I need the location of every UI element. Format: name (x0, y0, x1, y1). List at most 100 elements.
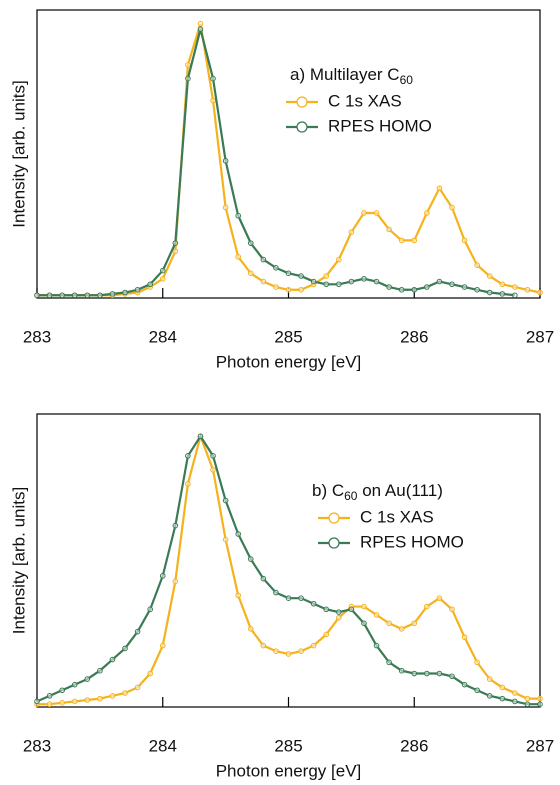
data-point (486, 289, 493, 296)
x-tick-label: 283 (23, 327, 51, 346)
data-point (373, 642, 380, 649)
data-point (97, 667, 103, 674)
data-point (235, 212, 241, 219)
data-point (46, 693, 53, 699)
legend-marker (296, 121, 308, 133)
data-point (499, 695, 506, 702)
data-point (436, 595, 443, 601)
data-point (260, 278, 267, 285)
x-tick-label: 286 (400, 736, 428, 755)
annotation-part: a) Multilayer C (290, 65, 400, 84)
legend-label: RPES HOMO (328, 116, 432, 135)
y-axis-label: Intensity [arb. units] (9, 80, 28, 227)
data-point (486, 273, 493, 279)
annotation: b) C60 on Au(111) (312, 481, 443, 503)
data-point (524, 286, 531, 293)
data-point (411, 620, 418, 627)
data-point (411, 286, 418, 293)
data-point (210, 97, 216, 104)
data-point (537, 695, 543, 702)
legend-label: RPES HOMO (360, 532, 464, 551)
data-point (235, 531, 241, 537)
data-point (59, 687, 65, 694)
data-point (474, 659, 480, 666)
data-point (222, 497, 229, 504)
data-point (499, 281, 506, 288)
data-point (424, 210, 430, 216)
data-point (323, 281, 330, 288)
data-point (411, 237, 418, 244)
data-point (159, 573, 166, 579)
data-point (172, 240, 179, 246)
data-point (84, 697, 91, 703)
data-point (361, 603, 367, 610)
data-point (436, 670, 443, 677)
legend-marker (328, 512, 340, 524)
data-point (537, 289, 543, 296)
data-point (285, 286, 292, 293)
x-tick-label: 287 (526, 736, 554, 755)
data-point (499, 291, 506, 297)
data-point (273, 284, 279, 290)
data-point (247, 240, 254, 246)
data-point (461, 634, 468, 641)
data-point (398, 667, 405, 674)
data-point (373, 278, 380, 285)
data-point (34, 698, 40, 705)
data-point (247, 270, 254, 277)
data-point (436, 278, 443, 285)
data-point (323, 606, 330, 613)
data-point (524, 701, 531, 708)
data-point (512, 284, 518, 290)
data-point (260, 256, 267, 263)
y-axis-label: Intensity [arb. units] (9, 487, 28, 634)
data-point (386, 226, 392, 233)
data-point (474, 262, 480, 268)
data-point (97, 695, 103, 702)
data-point (71, 681, 78, 688)
data-point (310, 278, 317, 285)
data-point (449, 673, 455, 680)
data-point (512, 292, 518, 299)
data-point (172, 522, 179, 529)
data-point (285, 270, 292, 277)
x-axis-label: Photon energy [eV] (216, 352, 362, 371)
data-point (84, 676, 91, 682)
series-line (37, 28, 515, 297)
data-point (436, 185, 443, 192)
data-point (474, 286, 480, 293)
annotation: a) Multilayer C60 (290, 65, 413, 87)
data-point (461, 237, 468, 244)
data-point (361, 620, 367, 627)
data-point (122, 289, 128, 296)
data-point (210, 467, 216, 473)
plot-frame (36, 413, 541, 708)
data-point (159, 267, 166, 274)
data-point (524, 695, 531, 702)
data-point (159, 276, 166, 282)
data-point (172, 248, 179, 255)
data-point (424, 603, 430, 610)
data-point (424, 670, 430, 677)
data-point (235, 592, 241, 599)
x-tick-label: 285 (274, 736, 302, 755)
data-point (424, 284, 430, 290)
data-point (147, 670, 153, 677)
data-point (449, 281, 455, 288)
annotation-part: on Au(111) (357, 481, 442, 500)
data-point (260, 575, 267, 582)
annotation-part: b) C (312, 481, 344, 500)
data-point (474, 687, 480, 694)
data-point (273, 265, 279, 271)
x-tick-label: 285 (274, 327, 302, 346)
legend-marker (328, 537, 340, 549)
legend-label: C 1s XAS (328, 91, 402, 110)
data-point (134, 286, 141, 293)
data-point (323, 631, 330, 638)
data-point (386, 284, 392, 290)
data-point (336, 614, 342, 621)
data-point (134, 684, 141, 691)
data-point (298, 648, 304, 654)
data-point (411, 670, 418, 677)
